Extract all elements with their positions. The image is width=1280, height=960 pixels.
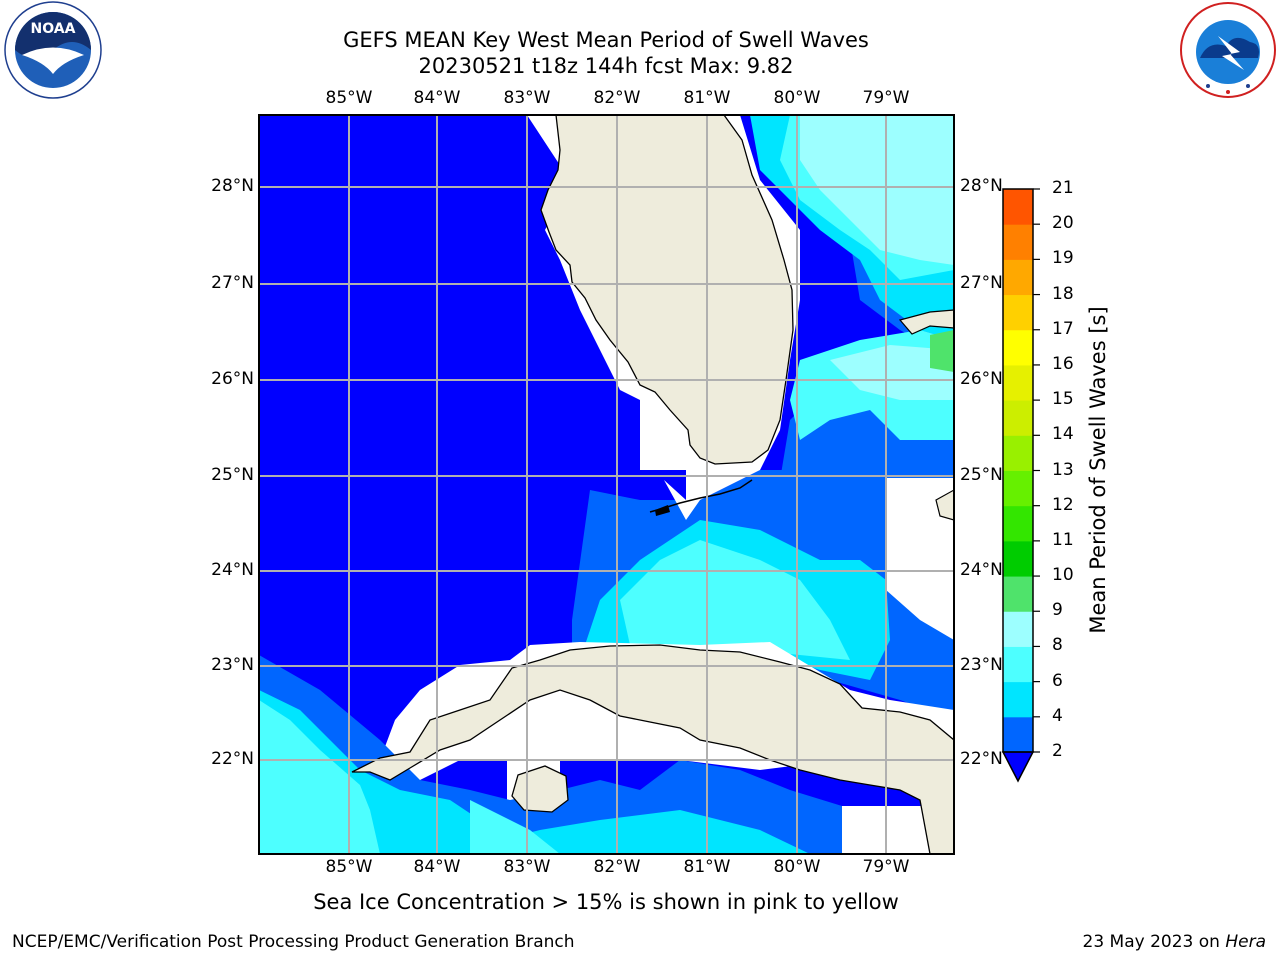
lon-tick-top: 83°W bbox=[503, 88, 551, 108]
lat-tick-left: 26°N bbox=[211, 369, 254, 389]
colorbar-swatch bbox=[1003, 681, 1033, 718]
caribbean-swell-6-8-east bbox=[470, 800, 560, 854]
graticule bbox=[259, 115, 954, 854]
colorbar-tick-label: 15 bbox=[1052, 389, 1074, 410]
atlantic-swell-region-8-9 bbox=[800, 115, 954, 265]
atlantic-swell-9-10 bbox=[930, 330, 954, 372]
colorbar-swatch bbox=[1003, 646, 1033, 683]
colorbar-swatch bbox=[1003, 435, 1033, 471]
sea-ice-footnote: Sea Ice Concentration > 15% is shown in … bbox=[313, 890, 899, 914]
footer-host: Hera bbox=[1225, 932, 1266, 952]
colorbar-title: Mean Period of Swell Waves [s] bbox=[1086, 306, 1110, 634]
footer-date: 23 May 2023 on Hera bbox=[1083, 932, 1267, 952]
key-west-shoal bbox=[655, 505, 670, 516]
lon-tick-bottom: 85°W bbox=[325, 857, 373, 877]
footer-date-text: 23 May 2023 on bbox=[1082, 932, 1226, 952]
no-data-region-east bbox=[886, 478, 954, 640]
colorbar-tick-label: 12 bbox=[1052, 494, 1074, 515]
land-bahamas-andros bbox=[935, 489, 954, 521]
colorbar-swatch bbox=[1003, 224, 1033, 260]
caribbean-swell-region-4-6 bbox=[259, 690, 810, 854]
colorbar-frame bbox=[1002, 188, 1034, 753]
colorbar-tick-label: 21 bbox=[1052, 178, 1074, 198]
lat-tick-left: 23°N bbox=[211, 655, 254, 675]
lat-tick-left: 28°N bbox=[211, 176, 254, 196]
chart-subtitle: 20230521 t18z 144h fcst Max: 9.82 bbox=[418, 54, 794, 78]
colorbar-tick-label: 20 bbox=[1052, 213, 1074, 234]
colorbar-swatch bbox=[1003, 611, 1033, 647]
lat-tick-right: 23°N bbox=[960, 655, 1003, 675]
lat-tick-left: 27°N bbox=[211, 273, 254, 293]
lon-tick-top: 85°W bbox=[325, 88, 373, 108]
lon-tick-bottom: 81°W bbox=[683, 857, 731, 877]
land-florida bbox=[540, 115, 794, 465]
map-frame bbox=[258, 114, 955, 855]
colorbar-swatch bbox=[1003, 470, 1033, 507]
footer-organization: NCEP/EMC/Verification Post Processing Pr… bbox=[12, 932, 575, 952]
colorbar-tick-label: 16 bbox=[1052, 353, 1074, 374]
lon-tick-bottom: 80°W bbox=[773, 857, 821, 877]
lon-tick-top: 82°W bbox=[593, 88, 641, 108]
lat-tick-left: 22°N bbox=[211, 749, 254, 769]
colorbar-tick-label: 4 bbox=[1052, 705, 1063, 726]
colorbar-tick-label: 10 bbox=[1052, 565, 1074, 586]
lat-tick-left: 25°N bbox=[211, 465, 254, 485]
colorbar-tick-label: 14 bbox=[1052, 424, 1074, 445]
land-cuba bbox=[351, 644, 954, 854]
national-weather-service-logo bbox=[1180, 2, 1276, 98]
lon-tick-top: 81°W bbox=[683, 88, 731, 108]
lat-tick-right: 26°N bbox=[960, 369, 1003, 389]
lat-tick-right: 28°N bbox=[960, 176, 1003, 196]
colorbar-tick-label: 13 bbox=[1052, 459, 1074, 480]
lat-tick-left: 24°N bbox=[211, 560, 254, 580]
colorbar-swatch bbox=[1003, 294, 1033, 331]
colorbar-swatch bbox=[1003, 540, 1033, 577]
colorbar-tick-label: 17 bbox=[1052, 318, 1074, 339]
colorbar-tick-label: 8 bbox=[1052, 635, 1063, 656]
atlantic-swell-lower-8-9 bbox=[830, 345, 954, 400]
colorbar bbox=[1003, 188, 1040, 753]
svg-text:NOAA: NOAA bbox=[31, 21, 76, 37]
colorbar-swatch bbox=[1003, 716, 1033, 753]
colorbar-swatch bbox=[1003, 576, 1033, 612]
colorbar-tick-label: 19 bbox=[1052, 248, 1074, 269]
colorbar-swatch bbox=[1003, 259, 1033, 296]
colorbar-tick-label: 18 bbox=[1052, 283, 1074, 304]
noaa-logo: NOAA bbox=[4, 1, 102, 99]
colorbar-tick-label: 11 bbox=[1052, 529, 1074, 550]
lat-tick-right: 22°N bbox=[960, 749, 1003, 769]
chart-title: GEFS MEAN Key West Mean Period of Swell … bbox=[343, 28, 869, 52]
lon-tick-top: 79°W bbox=[862, 88, 910, 108]
colorbar-swatch bbox=[1003, 400, 1033, 436]
colorbar-tick-label: 9 bbox=[1052, 600, 1063, 621]
colorbar-tick-label: 6 bbox=[1052, 670, 1063, 691]
colorbar-swatch bbox=[1003, 189, 1033, 225]
lon-tick-bottom: 82°W bbox=[593, 857, 641, 877]
lon-tick-top: 80°W bbox=[773, 88, 821, 108]
lon-tick-bottom: 79°W bbox=[862, 857, 910, 877]
lon-tick-bottom: 83°W bbox=[503, 857, 551, 877]
lon-tick-bottom: 84°W bbox=[413, 857, 461, 877]
colorbar-swatch bbox=[1003, 505, 1033, 542]
colorbar-swatch bbox=[1003, 364, 1033, 401]
colorbar-swatch bbox=[1003, 329, 1033, 366]
colorbar-tick-label: 2 bbox=[1052, 741, 1063, 761]
lon-tick-top: 84°W bbox=[413, 88, 461, 108]
lat-tick-right: 24°N bbox=[960, 560, 1003, 580]
lat-tick-right: 25°N bbox=[960, 465, 1003, 485]
land-bahamas-abaco bbox=[898, 309, 954, 335]
lat-tick-right: 27°N bbox=[960, 273, 1003, 293]
